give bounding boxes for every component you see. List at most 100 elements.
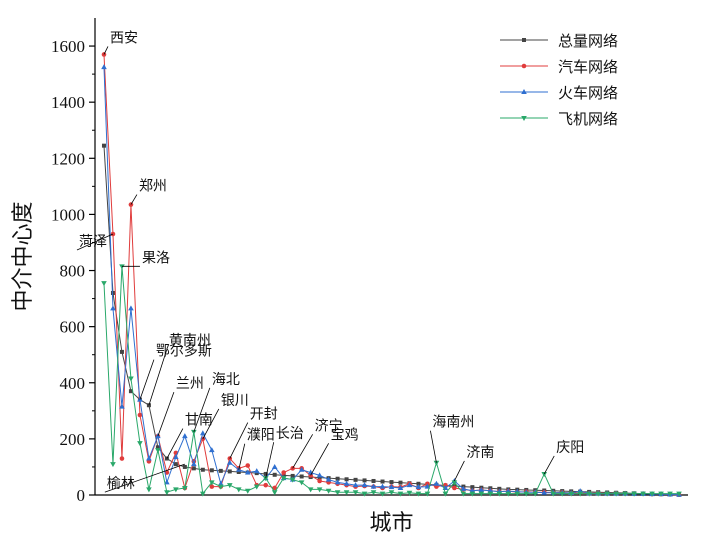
y-tick-label: 1400 [51,93,85,112]
series-3 [101,64,682,497]
legend-label: 总量网络 [558,32,618,50]
annotation-leader [543,455,555,475]
annotation-label: 甘南 [185,413,213,429]
data-point [505,491,512,497]
data-point [631,491,637,497]
data-point [541,489,548,495]
data-point [226,459,233,465]
annotation-leader [292,434,314,469]
data-point [415,491,422,497]
annotation-label: 果洛 [142,250,170,266]
data-point [128,305,134,311]
data-point [271,490,278,496]
data-point [200,430,206,436]
data-point [398,480,403,485]
data-point [191,466,196,471]
data-point [424,491,431,497]
data-point [496,491,503,497]
annotation-label: 西安 [110,30,138,46]
data-point [541,471,548,477]
annotation-label: 榆林 [107,476,135,492]
data-point [532,491,539,497]
annotation-label: 菏泽 [79,234,107,250]
data-point [191,461,197,467]
data-point [613,491,619,497]
data-point [307,487,314,493]
data-point [371,478,376,483]
data-point [173,462,178,467]
data-point [523,491,530,497]
data-point [406,490,413,496]
annotation-leader [157,391,175,437]
data-point [568,491,574,497]
data-point [209,468,214,473]
data-point [487,491,494,497]
legend-label: 飞机网络 [558,110,618,128]
data-point [119,349,124,354]
data-point [452,485,457,491]
data-point [137,412,143,418]
data-point [236,469,241,474]
data-point [353,477,358,482]
y-axis-title: 中介中心度 [11,201,36,311]
legend-marker [521,116,527,121]
data-point [514,491,521,497]
y-tick-label: 1600 [51,37,85,56]
data-point [442,491,449,497]
data-point [235,487,242,493]
data-point [317,478,322,484]
annotation-label: 银川 [221,393,249,409]
annotation-label: 开封 [250,407,278,423]
data-point [370,483,377,489]
data-point [173,454,179,460]
annotation-leader [104,463,185,493]
data-point [469,487,476,493]
data-point [164,470,170,475]
data-point [200,467,205,472]
annotation-leader [130,194,138,205]
data-point [640,491,646,497]
data-point [325,488,332,494]
data-point [577,491,583,497]
y-tick-label: 600 [60,318,86,337]
data-point [361,491,368,497]
y-tick-label: 800 [60,262,86,281]
data-point [218,468,223,473]
data-point [253,484,260,490]
data-point [290,473,295,478]
y-tick-label: 0 [77,486,86,505]
annotation-label: 庆阳 [556,440,584,456]
data-point [604,491,610,497]
legend-label: 汽车网络 [558,58,618,76]
data-point [379,483,386,489]
data-point [586,491,592,497]
plot-area [101,52,682,498]
data-point [146,487,152,493]
annotation-leader [430,430,437,463]
data-point [173,487,179,493]
data-point [397,491,404,497]
data-point [667,491,673,497]
data-point [470,485,475,490]
data-point [352,482,359,488]
data-point [244,469,251,475]
data-point [200,491,206,497]
x-axis-title: 城市 [369,511,413,536]
data-point [263,471,268,476]
annotation-leader [193,387,211,433]
data-point [388,490,395,496]
data-point [182,433,188,439]
data-point [334,479,341,485]
y-tick-label: 1200 [51,149,85,168]
annotation-leader [148,349,168,406]
data-point [298,480,305,486]
legend-marker [521,89,527,94]
data-point [343,490,350,496]
data-point [380,479,385,484]
data-point [595,491,601,497]
data-point [487,487,494,493]
data-point [460,491,467,497]
data-point [191,429,197,435]
data-point [217,484,224,490]
